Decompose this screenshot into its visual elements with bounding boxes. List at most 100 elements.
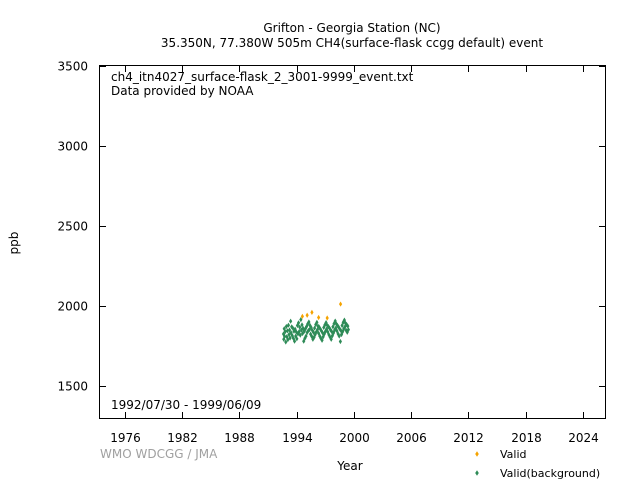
background-point [313,331,317,338]
background-point [322,324,326,331]
background-point [295,336,299,342]
file-annotation: ch4_itn4027_surface-flask_2_3001-9999_ev… [111,70,414,84]
background-point [294,333,298,339]
background-point [300,330,305,337]
background-point [296,320,301,326]
background-point [310,327,314,333]
legend-marker [475,470,479,476]
background-point [307,319,311,325]
background-point [302,328,306,334]
legend-marker [475,451,479,457]
y-axis: 1500 2000 2500 3000 3500 [57,60,605,394]
background-point [300,322,304,328]
background-point [287,331,291,338]
valid-point [310,309,314,315]
background-point [282,326,286,332]
plot-area [99,65,606,419]
background-point [292,338,297,344]
background-point [321,330,325,336]
background-point [318,333,322,339]
background-point [284,339,288,345]
background-point [308,322,312,329]
background-point [305,329,309,336]
background-point [302,338,306,344]
background-point [329,327,333,333]
background-point [298,332,302,338]
background-point [292,328,296,334]
valid-point [305,312,309,318]
x-tick-label: 1976 [110,431,141,445]
x-tick-label: 2000 [339,431,370,445]
valid-point [317,314,321,321]
background-point [337,333,341,339]
background-point [290,324,294,330]
background-point [309,324,313,331]
valid-point [300,313,304,319]
background-point [311,336,315,342]
background-point [346,327,350,333]
background-point [343,324,347,330]
background-point [325,326,329,332]
background-point [288,335,292,341]
date-range-annotation: 1992/07/30 - 1999/06/09 [111,398,261,412]
background-point [340,322,344,329]
background-point [298,324,302,330]
x-tick-label: 2006 [396,431,427,445]
background-point [303,326,308,332]
y-axis-label: ppb [7,232,21,255]
x-tick-label: 2012 [453,431,484,445]
background-point [297,329,301,335]
legend: Valid Valid(background) [475,448,600,480]
background-point [327,325,332,331]
background-point [311,329,316,335]
background-point [283,333,287,339]
provider-annotation: Data provided by NOAA [111,84,254,98]
x-tick-label: 2018 [511,431,542,445]
background-point [285,334,289,340]
y-tick-label: 1500 [57,380,88,394]
chart-title: Grifton - Georgia Station (NC) [263,21,440,35]
valid-point [325,315,329,321]
background-point [312,334,316,340]
background-point [317,324,321,330]
y-tick-label: 3000 [57,140,88,154]
background-point [331,330,336,336]
background-point [304,333,308,339]
background-point [284,323,288,330]
legend-label: Valid(background) [500,467,600,480]
background-point [335,322,340,329]
y-tick-label: 2000 [57,300,88,314]
background-point [291,325,295,331]
background-point [342,326,346,332]
background-point [327,332,331,338]
background-point [283,329,287,335]
background-point [338,338,342,345]
background-point [323,328,328,334]
background-point [339,331,344,338]
y-tick-label: 2500 [57,220,88,234]
data-points [281,301,350,345]
background-point [346,323,350,329]
x-tick-label: 1988 [224,431,255,445]
background-point [344,327,348,333]
x-axis-label: Year [336,459,362,473]
background-point [306,328,310,334]
background-point [301,325,305,331]
background-point [304,323,309,330]
background-point [334,321,338,327]
background-point [342,317,346,323]
background-point [299,327,304,333]
background-point [289,318,293,324]
background-point [330,329,334,335]
legend-label: Valid [500,448,527,461]
background-point [299,317,303,323]
background-point [333,318,337,324]
chart-subtitle: 35.350N, 77.380W 505m CH4(surface-flask … [161,36,543,50]
background-point [315,319,319,325]
x-tick-label: 1994 [282,431,313,445]
background-point [341,319,345,325]
credit-text: WMO WDCGG / JMA [100,447,218,461]
background-point [316,323,320,329]
background-point [326,329,330,335]
